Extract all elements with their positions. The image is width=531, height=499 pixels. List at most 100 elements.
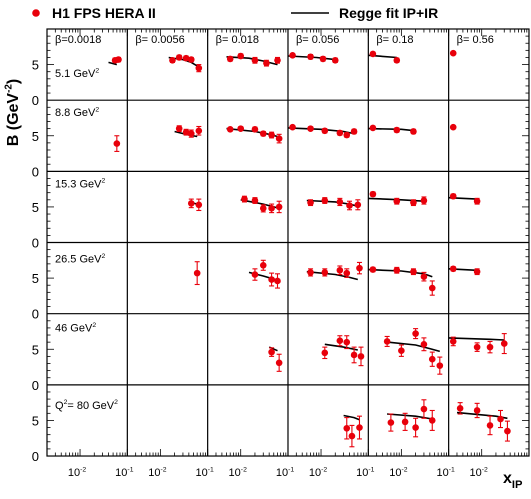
y-tick-label: 0 <box>32 307 39 322</box>
data-point <box>410 268 417 275</box>
data-point <box>307 269 314 276</box>
q2-label: 26.5 GeV2 <box>55 253 105 266</box>
data-point <box>356 264 363 272</box>
x-tick-label: 10-1 <box>436 466 455 479</box>
data-point <box>449 123 457 131</box>
q2-label: Q2= 80 GeV2 <box>55 399 118 412</box>
y-tick-label: 5 <box>32 342 39 357</box>
data-point <box>383 338 391 345</box>
data-point <box>486 343 494 351</box>
data-point <box>449 265 457 273</box>
data-point <box>398 347 405 354</box>
data-point <box>226 126 234 133</box>
data-point <box>307 125 314 132</box>
beta-label: β= 0.0056 <box>135 34 184 46</box>
fit-curve <box>343 414 360 421</box>
data-point <box>410 128 417 135</box>
data-point <box>182 54 190 62</box>
data-point <box>350 128 358 135</box>
data-point <box>193 269 201 277</box>
y-tick-label: 0 <box>32 449 39 464</box>
y-tick-label: 0 <box>32 164 39 179</box>
fit-curve <box>287 127 355 135</box>
data-point <box>187 130 195 137</box>
data-point <box>393 57 401 64</box>
data-point <box>251 271 259 278</box>
data-point <box>346 202 353 209</box>
data-point <box>274 277 281 285</box>
beta-label: β= 0.18 <box>376 34 413 46</box>
data-point <box>321 197 329 204</box>
x-tick-label: 10-1 <box>115 466 134 479</box>
data-point <box>350 351 358 359</box>
data-point <box>369 266 377 273</box>
data-point <box>275 203 283 211</box>
fit-curve <box>287 55 336 61</box>
data-point <box>307 53 314 61</box>
data-point <box>369 50 377 58</box>
x-tick-label: 10-2 <box>68 466 87 479</box>
x-tick-label: 10-2 <box>229 466 248 479</box>
fit-curve <box>448 337 505 341</box>
data-point <box>169 57 176 64</box>
fit-curve <box>324 343 358 351</box>
data-point <box>275 359 283 367</box>
data-point <box>187 200 195 207</box>
y-tick-label: 0 <box>32 93 39 108</box>
y-tick-label: 5 <box>32 129 39 144</box>
data-point <box>259 130 267 137</box>
data-point <box>259 205 267 212</box>
data-point <box>369 190 377 198</box>
data-point <box>436 362 444 369</box>
x-tick-label: 10-2 <box>389 466 408 479</box>
data-point <box>412 424 419 431</box>
data-point <box>420 340 428 348</box>
data-point <box>449 338 457 345</box>
legend-label-data: H1 FPS HERA II <box>52 5 156 21</box>
x-tick-label: 10-2 <box>148 466 167 479</box>
data-point <box>251 57 259 64</box>
data-point <box>268 131 275 139</box>
q2-label: 15.3 GeV2 <box>55 178 105 191</box>
q2-label: 8.8 GeV2 <box>55 107 99 120</box>
data-point <box>357 353 365 360</box>
x-axis-title: xIP <box>503 470 523 491</box>
data-point <box>336 337 344 345</box>
data-point <box>307 199 314 206</box>
data-point <box>319 55 327 63</box>
data-point <box>237 52 245 60</box>
data-point <box>343 424 351 432</box>
data-point <box>486 422 494 429</box>
data-point <box>336 198 344 206</box>
data-point <box>175 54 183 61</box>
data-point <box>449 49 457 57</box>
data-point <box>251 197 259 204</box>
data-point <box>420 273 428 280</box>
data-point <box>410 199 417 206</box>
data-point <box>175 125 183 132</box>
data-point <box>473 268 481 275</box>
data-point <box>251 126 259 133</box>
q2-label: 46 GeV2 <box>55 322 96 335</box>
data-point <box>428 417 436 424</box>
data-point <box>420 405 428 413</box>
fit-curve <box>387 341 441 353</box>
data-point <box>449 192 457 200</box>
data-point <box>268 276 275 283</box>
data-point <box>289 123 296 131</box>
y-tick-label: 5 <box>32 413 39 428</box>
fit-curve <box>108 61 118 66</box>
data-point <box>274 57 281 64</box>
x-tick-label: 10-1 <box>196 466 215 479</box>
data-point <box>182 128 190 136</box>
data-point <box>268 205 275 212</box>
data-point <box>428 284 436 292</box>
data-point <box>420 197 428 204</box>
y-tick-label: 5 <box>32 271 39 286</box>
beta-label: β= 0.056 <box>296 34 339 46</box>
legend-label-fit: Regge fit IP+IR <box>339 5 438 21</box>
data-point <box>343 269 351 277</box>
y-tick-label: 5 <box>32 200 39 215</box>
data-point <box>113 140 121 147</box>
